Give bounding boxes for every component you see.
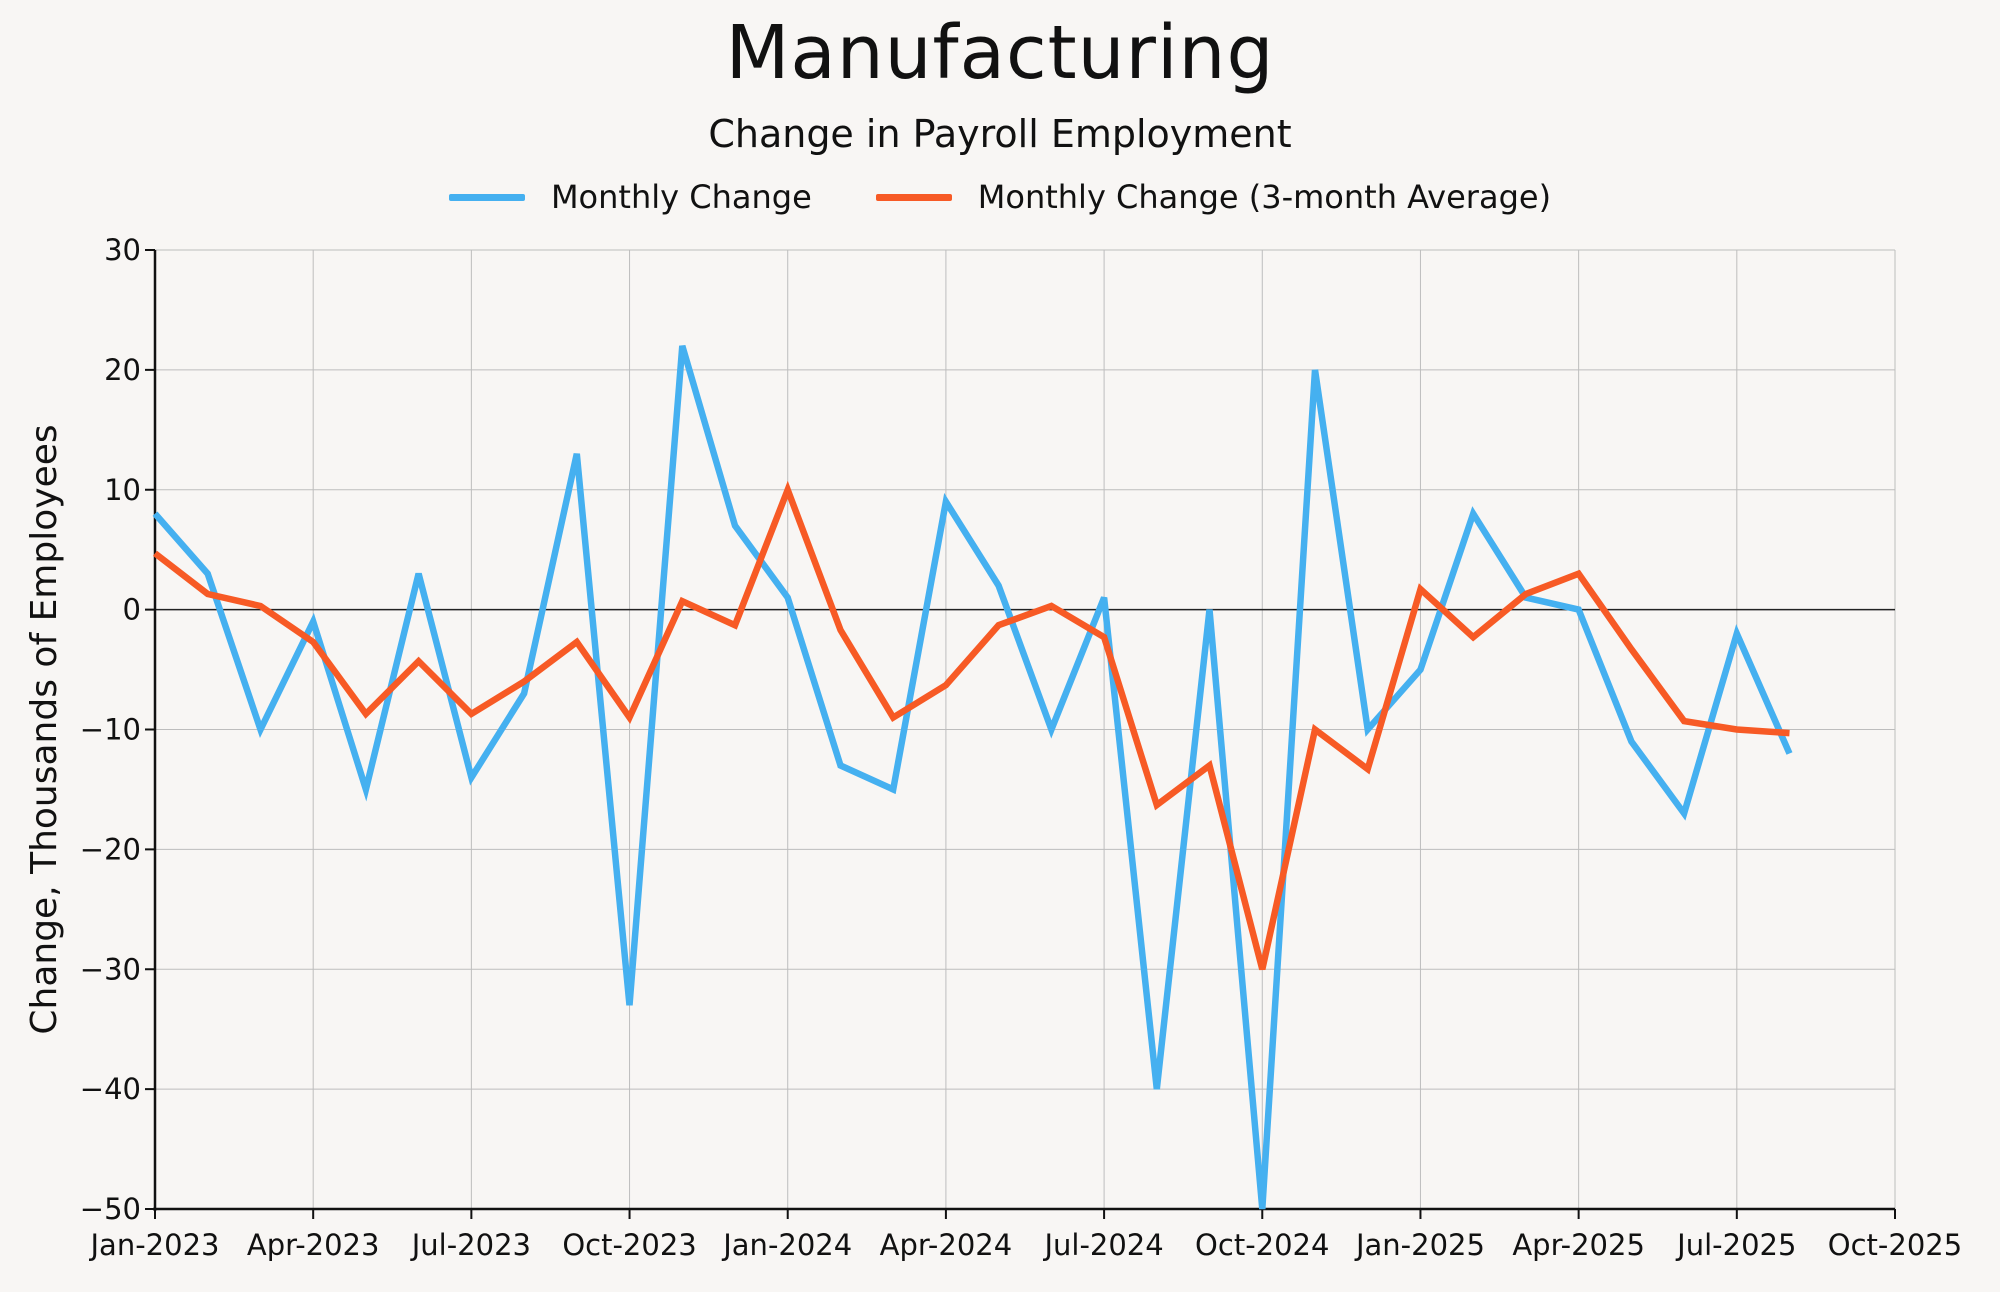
legend-swatch-3-month-average [875, 193, 952, 201]
series-line-monthly-change [152, 344, 1793, 1210]
x-tick-label: Oct-2024 [1195, 1228, 1329, 1262]
x-tick-label: Jan-2023 [89, 1228, 220, 1262]
legend: Monthly Change Monthly Change (3-month A… [0, 178, 2000, 216]
legend-item-monthly-change: Monthly Change [448, 178, 812, 216]
legend-swatch-monthly-change [448, 193, 525, 201]
y-tick-label: 0 [123, 593, 141, 627]
y-tick-label: −30 [80, 952, 141, 986]
x-tick-label: Jul-2024 [1042, 1228, 1163, 1262]
x-tick-label: Jul-2023 [410, 1228, 531, 1262]
series-line-3-month-average [153, 480, 1790, 971]
legend-label-monthly-change: Monthly Change [550, 178, 812, 216]
x-tick-label: Oct-2023 [562, 1228, 696, 1262]
y-tick-label: −10 [80, 713, 141, 747]
x-tick-label: Apr-2023 [247, 1228, 380, 1262]
legend-item-3-month-average: Monthly Change (3-month Average) [875, 178, 1552, 216]
y-tick-label: 10 [104, 473, 141, 507]
y-tick-label: 20 [104, 353, 141, 387]
x-tick-label: Jan-2025 [1354, 1228, 1485, 1262]
y-tick-label: −20 [80, 832, 141, 866]
chart-title: Manufacturing [725, 10, 1275, 96]
chart-subtitle: Change in Payroll Employment [708, 112, 1292, 156]
x-tick-label: Jul-2025 [1675, 1228, 1796, 1262]
y-tick-label: −40 [80, 1072, 141, 1106]
y-tick-label: 30 [104, 233, 141, 267]
y-tick-label: −50 [80, 1192, 141, 1226]
x-tick-label: Jan-2024 [721, 1228, 852, 1262]
legend-label-3-month-average: Monthly Change (3-month Average) [977, 178, 1552, 216]
x-tick-label: Oct-2025 [1828, 1228, 1962, 1262]
y-axis-title: Change, Thousands of Employees [24, 424, 65, 1034]
x-tick-label: Apr-2024 [880, 1228, 1013, 1262]
x-tick-label: Apr-2025 [1512, 1228, 1645, 1262]
